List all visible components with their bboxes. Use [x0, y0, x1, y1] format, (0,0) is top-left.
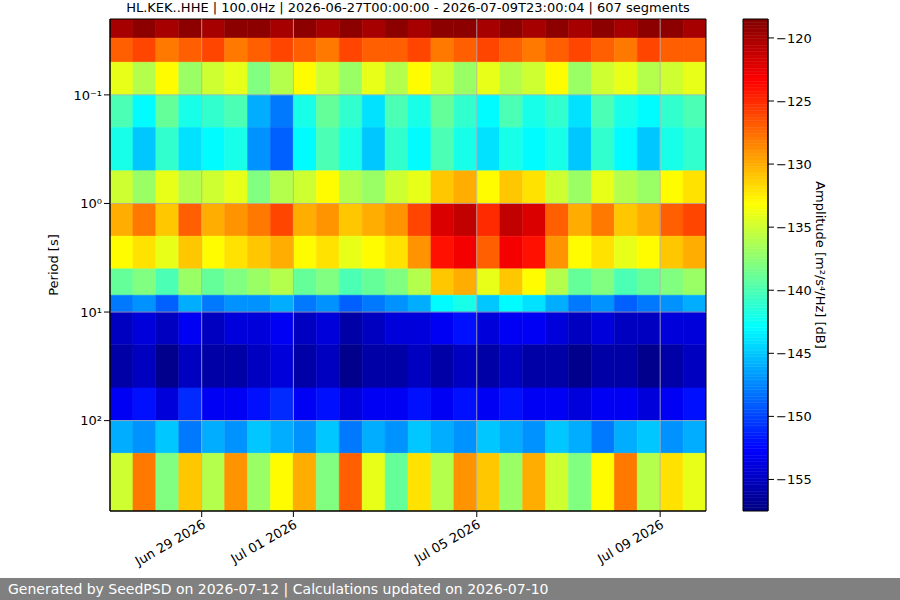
- svg-text:−135: −135: [776, 220, 812, 235]
- svg-text:10⁰: 10⁰: [80, 196, 102, 211]
- html-text:Generated by SeedPSD on 2026-0: Generated by SeedPSD on 2026-07-12 | Cal…: [8, 581, 549, 597]
- svg-text:−140: −140: [776, 283, 812, 298]
- svg-text:−155: −155: [776, 472, 812, 487]
- svg-text:Amplitude [m²/s⁴/Hz] [dB]: Amplitude [m²/s⁴/Hz] [dB]: [813, 181, 828, 349]
- svg-text:−145: −145: [776, 346, 812, 361]
- svg-text:Jul 09 2026: Jul 09 2026: [594, 517, 666, 567]
- svg-text:−130: −130: [776, 157, 812, 172]
- svg-text:−120: −120: [776, 31, 812, 46]
- svg-text:Period [s]: Period [s]: [46, 234, 61, 296]
- svg-text:−125: −125: [776, 94, 812, 109]
- svg-text:10¹: 10¹: [80, 305, 102, 320]
- svg-text:Jun 29 2026: Jun 29 2026: [132, 517, 208, 570]
- svg-text:−150: −150: [776, 409, 812, 424]
- svg-text:10²: 10²: [80, 413, 102, 428]
- svg-text:Jul 05 2026: Jul 05 2026: [411, 517, 483, 567]
- svg-text:Jul 01 2026: Jul 01 2026: [227, 517, 299, 567]
- html-text:HL.KEK..HHE | 100.0Hz | 2026-0: HL.KEK..HHE | 100.0Hz | 2026-06-27T00:00…: [126, 0, 690, 15]
- svg-text:10⁻¹: 10⁻¹: [73, 88, 102, 103]
